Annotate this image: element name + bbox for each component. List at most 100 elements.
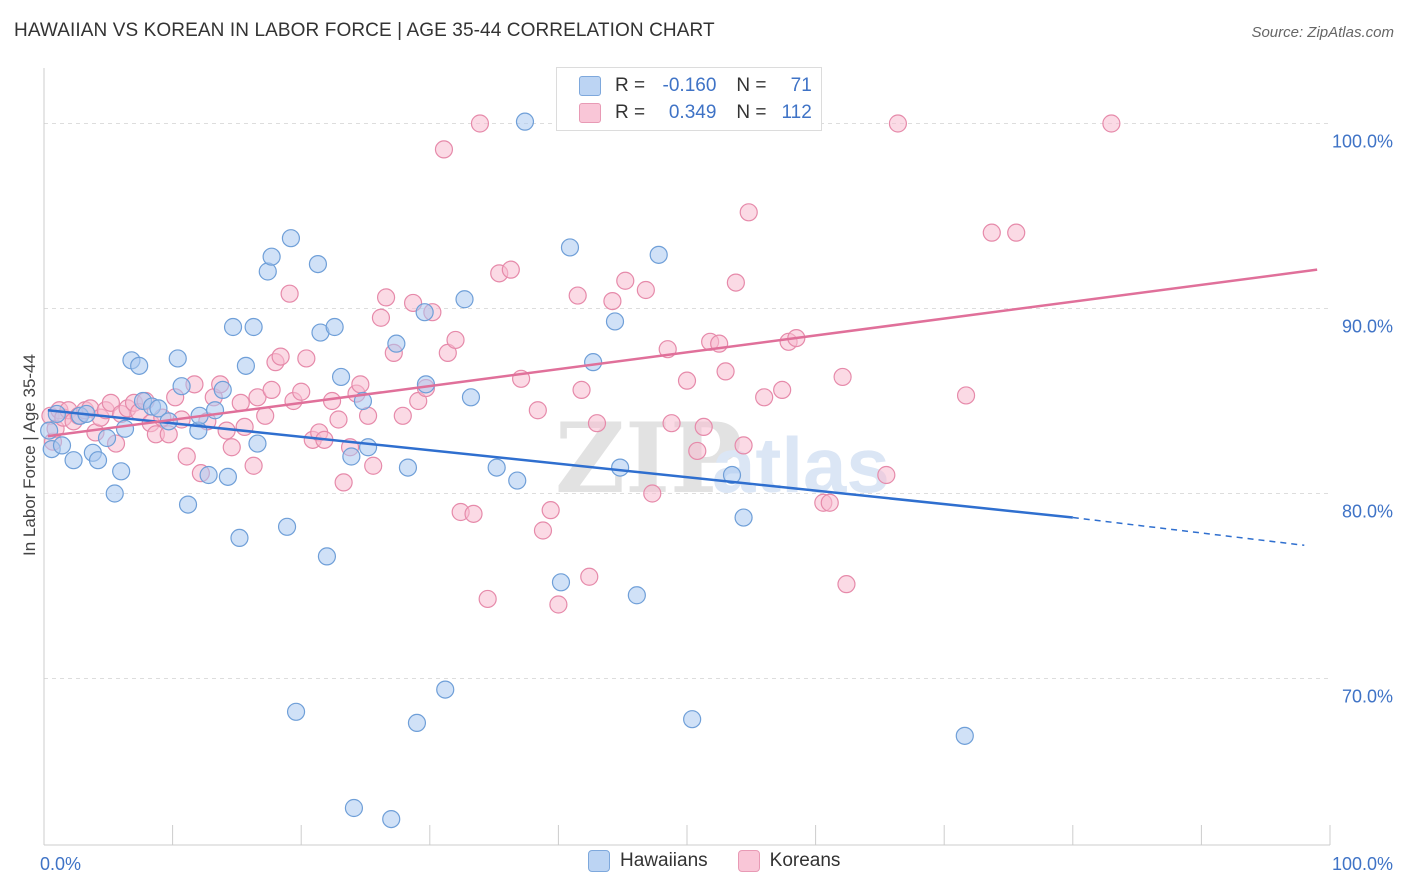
- hawaiian-point: [308, 255, 328, 274]
- korean-point: [568, 286, 587, 305]
- korean-point: [603, 292, 622, 311]
- hawaiian-point: [230, 528, 249, 548]
- korean-point: [982, 223, 1001, 242]
- korean-point: [549, 595, 568, 614]
- hawaiian-point: [88, 451, 108, 470]
- hawaiian-point: [168, 349, 187, 368]
- korean-point: [244, 456, 263, 475]
- korean-point: [434, 140, 454, 159]
- x-tick-label: 100.0%: [1332, 854, 1393, 874]
- korean-point: [662, 414, 681, 433]
- korean-point: [351, 375, 370, 394]
- hawaiian-point: [611, 458, 630, 477]
- hawaiian-point: [358, 438, 378, 457]
- hawaiian-point: [415, 303, 434, 322]
- hawaiian-point: [199, 465, 218, 485]
- hawaiian-point: [277, 517, 297, 536]
- korean-point: [572, 380, 591, 399]
- legend-item-koreans: Koreans: [737, 850, 841, 872]
- legend-n-label: N =: [736, 75, 767, 96]
- korean-point: [755, 388, 774, 407]
- hawaiian-point: [461, 388, 481, 407]
- legend-r-label: R =: [615, 75, 646, 96]
- hawaiian-point: [734, 508, 753, 527]
- korean-point: [256, 406, 275, 425]
- hawaiian-point: [407, 713, 427, 733]
- korean-point: [464, 504, 483, 523]
- korean-point: [716, 362, 735, 381]
- hawaiian-point: [627, 586, 646, 605]
- korean-point: [1007, 223, 1026, 242]
- hawaiian-point: [416, 375, 436, 394]
- trend-line-hawaiians-extension: [1072, 516, 1305, 547]
- hawaiian-point: [149, 399, 168, 418]
- hawaiian-point: [105, 484, 124, 503]
- legend-row-hawaiians: R = -0.160 N = 71: [579, 74, 812, 98]
- hawaiian-point: [955, 726, 974, 745]
- hawaiian-point: [218, 467, 237, 486]
- hawaiian-point: [560, 238, 580, 257]
- chart-title: HAWAIIAN VS KOREAN IN LABOR FORCE | AGE …: [14, 20, 715, 41]
- hawaiian-point: [551, 573, 571, 592]
- hawaiian-point: [515, 112, 535, 131]
- legend-item-hawaiians: Hawaiians: [588, 850, 708, 872]
- korean-point: [101, 393, 120, 412]
- hawaiian-point: [508, 471, 527, 490]
- hawaiian-point: [487, 458, 506, 477]
- hawaiian-point: [236, 356, 256, 375]
- korean-point: [271, 347, 290, 366]
- korean-point: [376, 288, 396, 307]
- korean-point: [643, 484, 662, 503]
- korean-point: [616, 271, 635, 290]
- korean-point: [734, 436, 753, 455]
- y-tick-label: 90.0%: [1342, 317, 1393, 337]
- hawaiian-point: [398, 458, 418, 477]
- legend-swatch-hawaiians: [588, 850, 610, 872]
- legend-r-value: 0.349: [668, 102, 717, 123]
- hawaiian-point: [248, 434, 267, 453]
- legend-row-koreans: R = 0.349 N = 112: [579, 101, 812, 125]
- korean-point: [292, 382, 311, 401]
- hawaiian-point: [47, 404, 66, 424]
- korean-point: [501, 260, 520, 279]
- hawaiian-point: [115, 419, 135, 438]
- korean-point: [262, 380, 281, 399]
- korean-point: [322, 391, 342, 411]
- legend-label-koreans: Koreans: [769, 850, 841, 871]
- korean-point: [222, 438, 241, 457]
- hawaiian-point: [317, 547, 337, 566]
- hawaiian-point: [382, 809, 401, 829]
- hawaiian-point: [325, 317, 344, 337]
- korean-point: [446, 330, 465, 350]
- hawaiian-point: [331, 367, 351, 387]
- legend-swatch-hawaiians: [579, 76, 601, 96]
- korean-point: [688, 441, 707, 461]
- korean-point: [726, 273, 745, 292]
- legend-label-hawaiians: Hawaiians: [620, 850, 708, 871]
- korean-point: [329, 410, 348, 429]
- hawaiian-point: [281, 229, 301, 248]
- korean-point: [393, 406, 412, 425]
- y-tick-label: 100.0%: [1332, 132, 1393, 152]
- hawaiian-point: [262, 247, 281, 266]
- korean-point: [533, 521, 553, 540]
- legend-r-label: R =: [615, 102, 646, 123]
- hawaiian-point: [130, 356, 149, 375]
- trend-line-hawaiians: [47, 409, 1073, 519]
- korean-point: [739, 203, 758, 222]
- hawaiian-point: [112, 462, 131, 481]
- legend-n-label: N =: [736, 102, 767, 123]
- korean-point: [773, 380, 792, 399]
- y-axis-label: In Labor Force | Age 35-44: [20, 354, 39, 556]
- korean-point: [297, 349, 316, 368]
- hawaiian-point: [455, 290, 474, 309]
- korean-point: [877, 465, 896, 485]
- y-tick-labels: 70.0% 80.0% 90.0% 100.0%: [1332, 132, 1393, 707]
- hawaiian-point: [178, 495, 198, 514]
- korean-point: [371, 308, 391, 327]
- hawaiian-point: [722, 465, 742, 485]
- hawaiian-point: [286, 702, 306, 721]
- legend-n-value: 112: [781, 102, 812, 123]
- korean-point: [541, 501, 560, 520]
